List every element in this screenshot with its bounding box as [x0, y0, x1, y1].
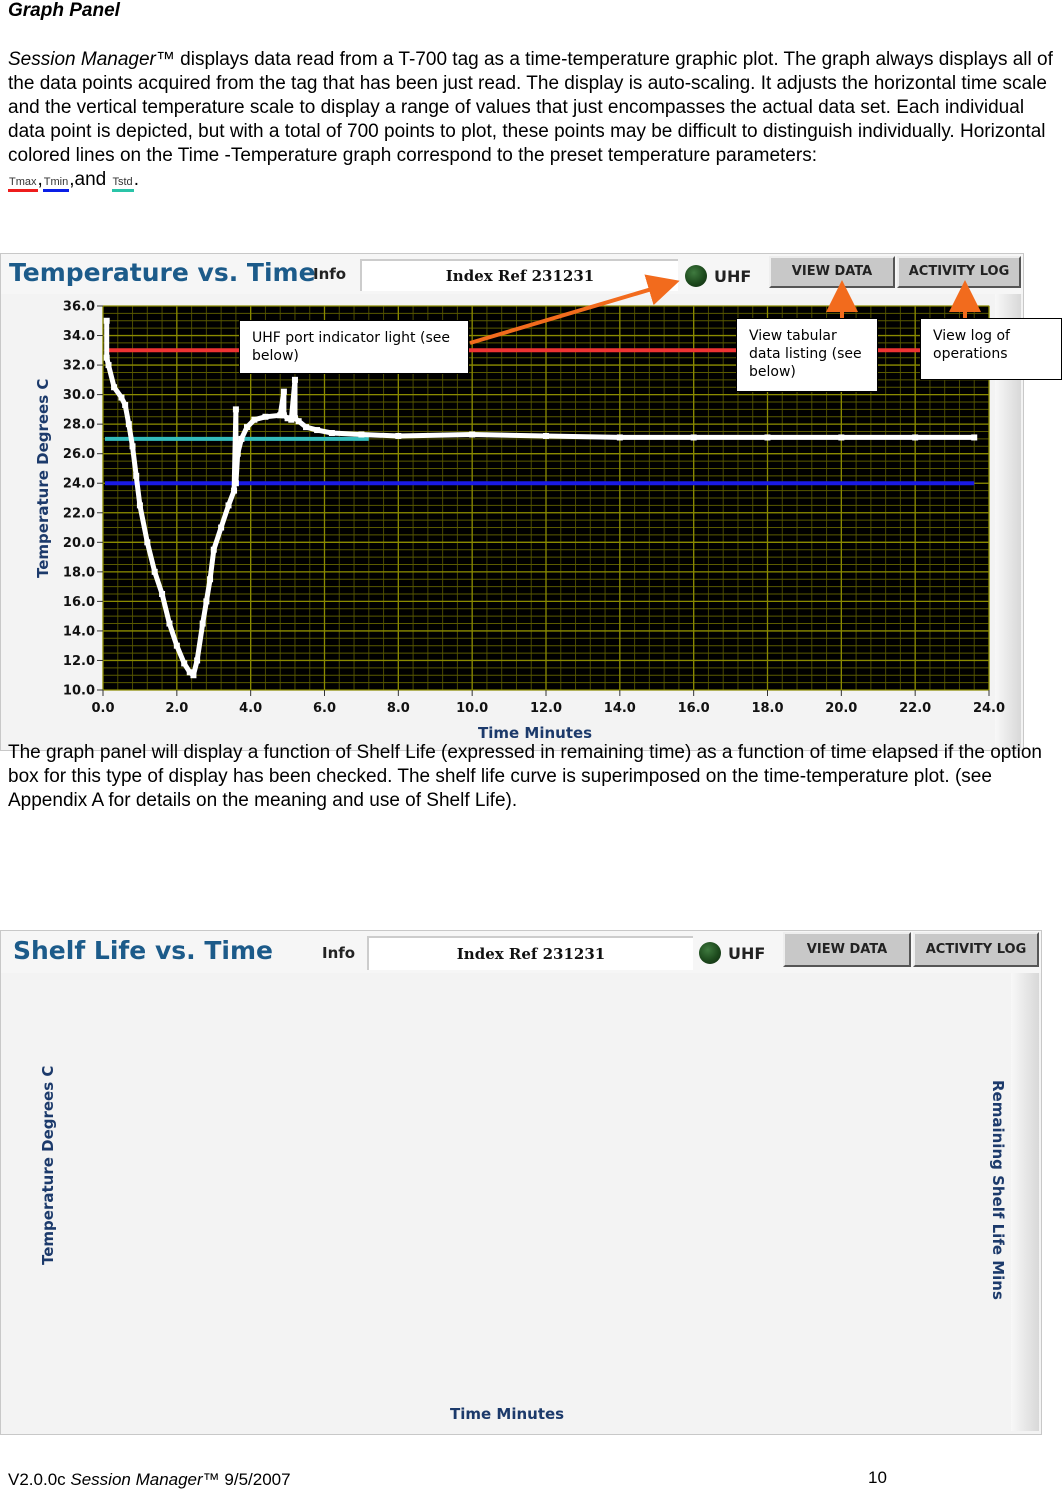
y-tick-label: 22.0 [63, 506, 95, 521]
arrow-to-uhf [469, 274, 680, 345]
index-ref-field: Index Ref 231231 [360, 259, 678, 291]
panel-title: Temperature vs. Time [9, 258, 316, 287]
panel-scrollbar[interactable] [1011, 973, 1039, 1431]
page-number: 10 [868, 1468, 887, 1487]
y-tick-label: 36.0 [63, 300, 95, 315]
activity-log-button[interactable]: ACTIVITY LOG [913, 932, 1039, 967]
footer-version: V2.0.0c [8, 1470, 71, 1489]
x-tick-label: 6.0 [313, 701, 336, 716]
shelf-life-paragraph: The graph panel will display a function … [8, 742, 1042, 811]
legend-tmax-swatch [8, 189, 38, 192]
x-tick-label: 14.0 [604, 701, 636, 716]
y-tick-label: 12.0 [63, 654, 95, 669]
legend-tmax-label: Tmax [9, 176, 37, 188]
info-label[interactable]: Info [313, 265, 347, 283]
x-axis-title: Time Minutes [450, 1405, 565, 1423]
section-heading: Graph Panel [8, 0, 120, 21]
panel-title: Shelf Life vs. Time [13, 936, 273, 965]
uhf-indicator-light-icon [685, 265, 707, 287]
x-tick-label: 8.0 [387, 701, 410, 716]
legend-tstd-label: Tstd [112, 176, 133, 188]
view-data-button[interactable]: VIEW DATA [783, 932, 911, 967]
shelf-life-graph-panel: Shelf Life vs. Time Info Index Ref 23123… [0, 930, 1042, 1435]
y2-axis-title: Remaining Shelf Life Mins [989, 1080, 1007, 1300]
series-temperature [104, 318, 977, 678]
y-tick-label: 34.0 [63, 329, 95, 344]
x-tick-label: 12.0 [530, 701, 562, 716]
y-tick-label: 18.0 [63, 565, 95, 580]
y-tick-label: 14.0 [63, 624, 95, 639]
x-tick-label: 18.0 [751, 701, 783, 716]
callout-arrows [469, 274, 981, 345]
y-axis-title: Temperature Degrees C [39, 1065, 57, 1265]
index-ref-field: Index Ref 231231 [367, 936, 693, 970]
y-tick-label: 10.0 [63, 684, 95, 699]
legend-tmin-swatch [42, 189, 70, 192]
legend-tmax: Tmax [8, 176, 38, 192]
callout-uhf: UHF port indicator light (see below) [239, 320, 469, 374]
page-footer: V2.0.0c Session Manager™ 9/5/2007 [8, 1468, 1058, 1492]
footer-product: Session Manager™ [70, 1470, 220, 1489]
intro-text: displays data read from a T-700 tag as a… [8, 49, 1053, 166]
footer-date: 9/5/2007 [219, 1470, 291, 1489]
x-tick-label: 16.0 [678, 701, 710, 716]
info-label[interactable]: Info [322, 944, 356, 962]
legend-tmin: Tmin [42, 176, 70, 192]
uhf-indicator-light-icon [699, 942, 721, 964]
x-tick-label: 0.0 [91, 701, 114, 716]
y-tick-label: 28.0 [63, 418, 95, 433]
y-tick-label: 24.0 [63, 477, 95, 492]
intro-paragraph: Session Manager™ displays data read from… [8, 48, 1058, 192]
y-tick-label: 20.0 [63, 536, 95, 551]
uhf-label: UHF [728, 944, 766, 963]
period: . [133, 169, 139, 190]
y-tick-label: 16.0 [63, 595, 95, 610]
x-tick-label: 22.0 [899, 701, 931, 716]
y-tick-label: 32.0 [63, 359, 95, 374]
product-name: Session Manager™ [8, 49, 175, 70]
x-tick-label: 20.0 [825, 701, 857, 716]
callout-activity-log: View log of operations [920, 318, 1062, 380]
separator: , [37, 169, 43, 190]
x-tick-label: 24.0 [973, 701, 1005, 716]
uhf-label: UHF [714, 267, 752, 286]
legend-tmin-label: Tmin [43, 176, 69, 188]
y-tick-label: 26.0 [63, 447, 95, 462]
y-tick-label: 30.0 [63, 388, 95, 403]
callout-view-data: View tabular data listing (see below) [736, 318, 878, 392]
separator: ,and [69, 169, 112, 190]
x-axis-title: Time Minutes [478, 724, 593, 742]
x-tick-label: 4.0 [239, 701, 262, 716]
legend-tstd: Tstd [111, 176, 134, 192]
legend-tstd-swatch [111, 189, 134, 192]
x-tick-label: 2.0 [165, 701, 188, 716]
x-tick-label: 10.0 [456, 701, 488, 716]
